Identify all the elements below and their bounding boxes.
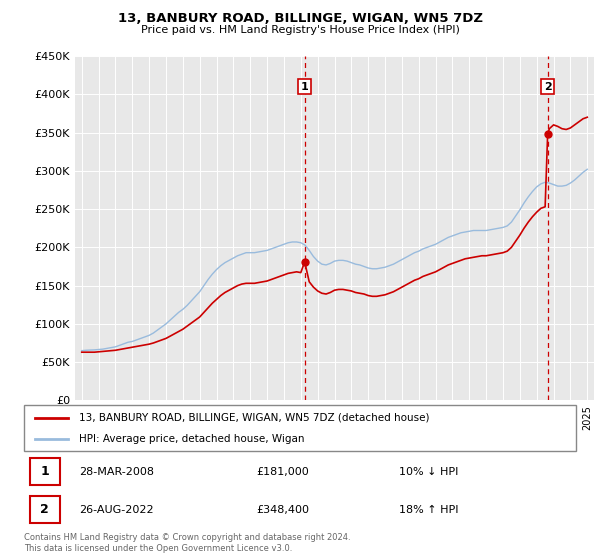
Text: 26-AUG-2022: 26-AUG-2022	[79, 505, 154, 515]
Text: £348,400: £348,400	[256, 505, 309, 515]
Bar	[29, 496, 60, 523]
Text: 1: 1	[301, 82, 308, 92]
Bar	[29, 458, 60, 485]
Text: 1: 1	[40, 465, 49, 478]
Text: 13, BANBURY ROAD, BILLINGE, WIGAN, WN5 7DZ: 13, BANBURY ROAD, BILLINGE, WIGAN, WN5 7…	[118, 12, 482, 25]
Text: 2: 2	[40, 503, 49, 516]
Text: Price paid vs. HM Land Registry's House Price Index (HPI): Price paid vs. HM Land Registry's House …	[140, 25, 460, 35]
Text: 18% ↑ HPI: 18% ↑ HPI	[400, 505, 459, 515]
Text: Contains HM Land Registry data © Crown copyright and database right 2024.
This d: Contains HM Land Registry data © Crown c…	[24, 533, 350, 553]
Text: HPI: Average price, detached house, Wigan: HPI: Average price, detached house, Wiga…	[79, 435, 305, 444]
Text: 28-MAR-2008: 28-MAR-2008	[79, 466, 154, 477]
Text: £181,000: £181,000	[256, 466, 308, 477]
Text: 10% ↓ HPI: 10% ↓ HPI	[400, 466, 459, 477]
Text: 13, BANBURY ROAD, BILLINGE, WIGAN, WN5 7DZ (detached house): 13, BANBURY ROAD, BILLINGE, WIGAN, WN5 7…	[79, 413, 430, 423]
Text: 2: 2	[544, 82, 551, 92]
